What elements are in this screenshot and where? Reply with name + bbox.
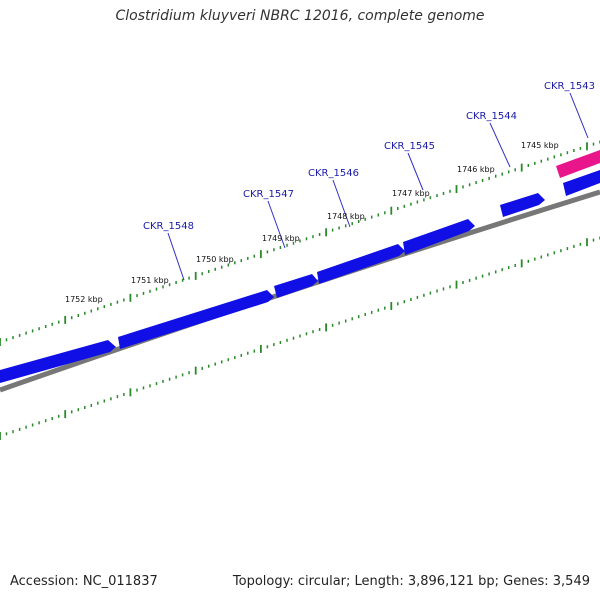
gene-arrow[interactable] [500, 193, 545, 217]
label-leader-line [569, 92, 589, 139]
label-leader-line [167, 232, 185, 281]
kbp-label-1749: 1749 kbp [262, 234, 300, 243]
gene-arrow[interactable] [563, 170, 600, 196]
gene-label-ckr-1545[interactable]: CKR_1545 [384, 141, 435, 152]
gene-arrow[interactable] [274, 274, 318, 298]
label-leader-line [489, 122, 511, 168]
map-title: Clostridium kluyveri NBRC 12016, complet… [115, 8, 485, 24]
gene-label-ckr-1546[interactable]: CKR_1546 [308, 168, 359, 179]
inner-tick-ring [0, 236, 600, 440]
outer-tick-ring [0, 140, 600, 346]
gene-arrow[interactable] [0, 340, 116, 383]
gene-label-ckr-1548[interactable]: CKR_1548 [143, 221, 194, 232]
gene-arrow[interactable] [317, 244, 405, 284]
kbp-label-1745: 1745 kbp [521, 141, 559, 150]
kbp-label-1750: 1750 kbp [196, 255, 234, 264]
label-leader-line [267, 200, 286, 249]
label-leader-line [332, 179, 351, 228]
genome-summary-text: Topology: circular; Length: 3,896,121 bp… [232, 574, 590, 589]
kbp-label-1751: 1751 kbp [131, 276, 169, 285]
gene-label-ckr-1544[interactable]: CKR_1544 [466, 111, 517, 122]
gene-arrow[interactable] [403, 219, 475, 255]
gene-track [0, 150, 600, 383]
gene-arrow[interactable] [118, 290, 274, 349]
kbp-label-1752: 1752 kbp [65, 295, 103, 304]
kbp-label-1747: 1747 kbp [392, 189, 430, 198]
gene-label-ckr-1543[interactable]: CKR_1543 [544, 81, 595, 92]
label-leader-line [407, 152, 424, 191]
gene-arrow-highlight[interactable] [556, 150, 600, 178]
kbp-label-1748: 1748 kbp [327, 212, 365, 221]
genome-backbone [0, 189, 600, 393]
kbp-label-1746: 1746 kbp [457, 165, 495, 174]
gene-label-group: CKR_1543 CKR_1544 CKR_1545 CKR_1546 CKR_… [65, 81, 595, 304]
gene-label-ckr-1547[interactable]: CKR_1547 [243, 189, 294, 200]
accession-text: Accession: NC_011837 [10, 574, 158, 589]
